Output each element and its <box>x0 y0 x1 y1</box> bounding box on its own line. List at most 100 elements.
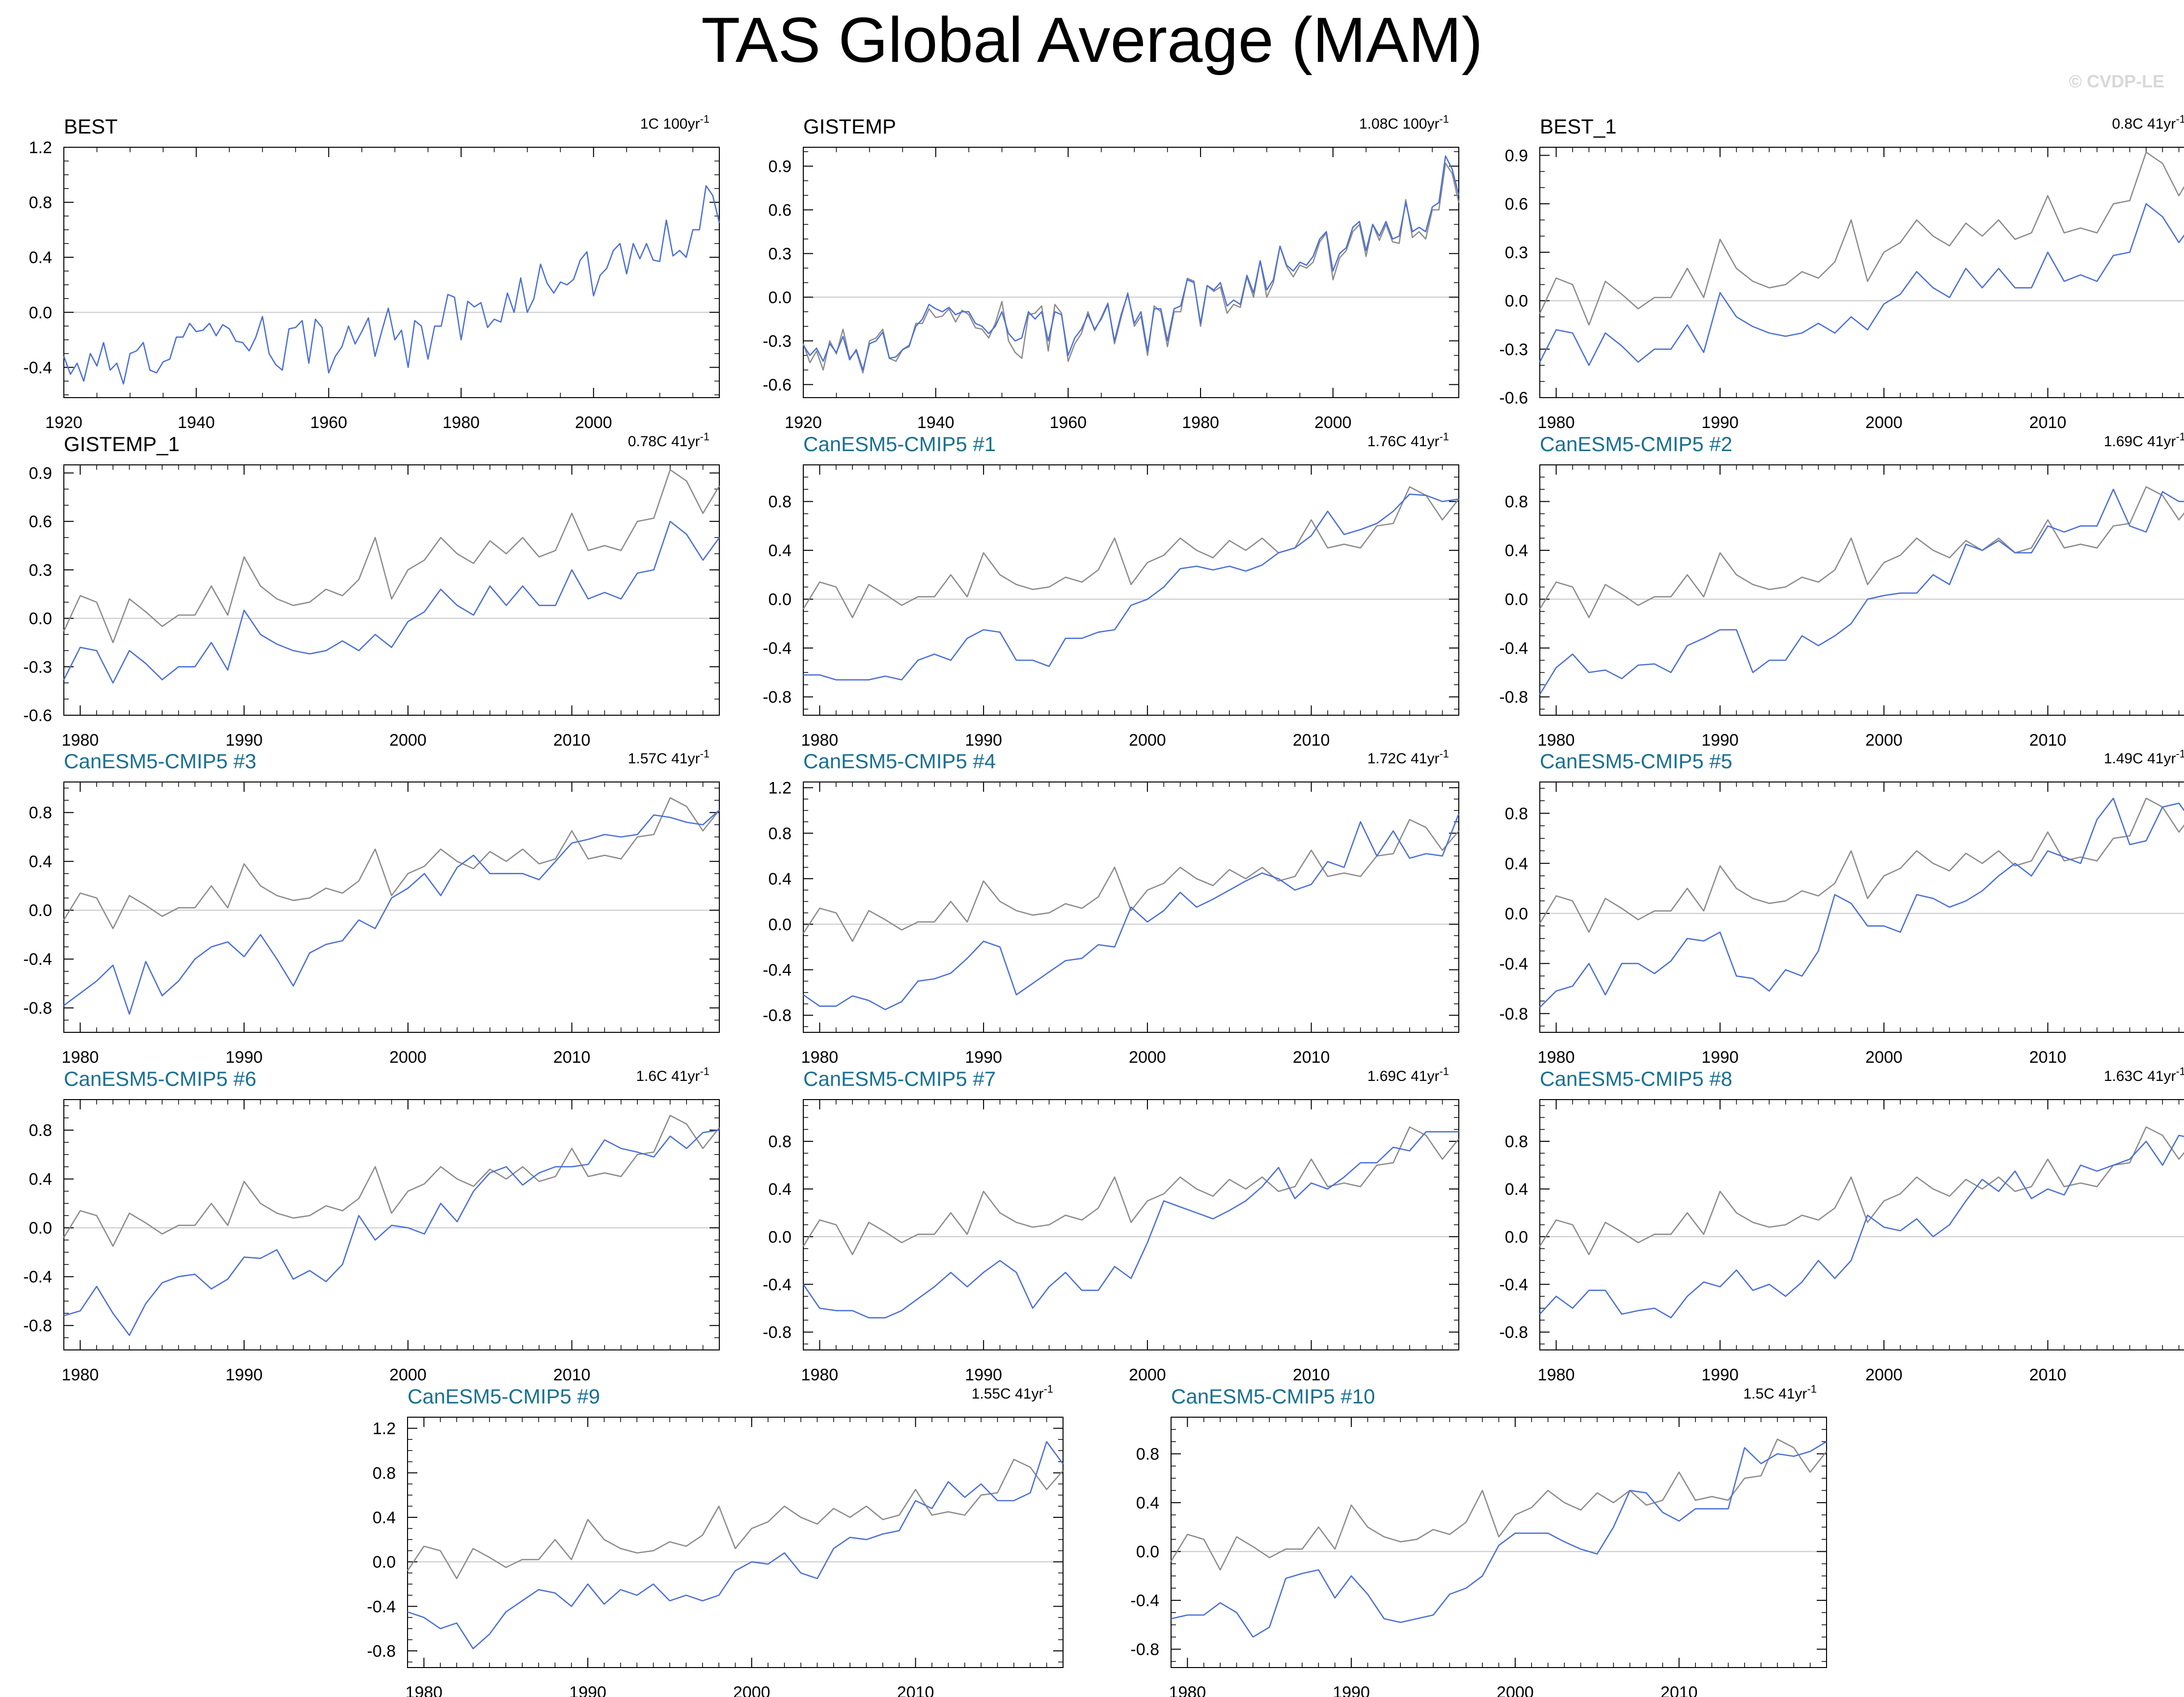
x-tick-label: 1990 <box>965 1366 1002 1384</box>
y-tick-label: -0.4 <box>1499 1275 1528 1294</box>
y-tick-label: 0.8 <box>373 1464 396 1482</box>
y-tick-label: -0.4 <box>1499 955 1528 973</box>
x-tick-label: 1980 <box>801 731 839 750</box>
model-series-line <box>802 1131 1459 1319</box>
x-tick-label: 1980 <box>1182 413 1219 432</box>
x-tick-label: 2000 <box>733 1683 770 1697</box>
trend-label: 1.49C 41yr-1 <box>2104 748 2184 767</box>
observed-series-line <box>802 819 1459 942</box>
model-series-line <box>1539 488 2184 695</box>
y-tick-label: -0.8 <box>763 1006 792 1025</box>
y-tick-label: -0.8 <box>763 688 792 707</box>
x-tick-label: 2010 <box>553 1048 591 1067</box>
panel-7: 1980 1990 2000 2010 -0.8 -0.4 0.0 0.4 0.8 CanESM5… <box>23 748 720 1067</box>
y-tick-label: 0.4 <box>29 1170 52 1189</box>
x-tick-label: 2010 <box>2029 731 2067 750</box>
y-tick-label: 0.9 <box>1505 146 1528 165</box>
y-tick-label: -0.8 <box>1499 688 1528 707</box>
x-tick-label: 1990 <box>1701 731 1739 750</box>
x-tick-label: 1980 <box>801 1366 839 1384</box>
x-tick-label: 1980 <box>62 731 99 750</box>
x-tick-label: 1920 <box>45 413 82 432</box>
y-tick-label: -0.4 <box>23 1268 52 1287</box>
x-tick-label: 1980 <box>1538 731 1575 750</box>
observed-series-line <box>407 1458 1064 1579</box>
y-tick-label: 0.0 <box>29 901 52 920</box>
trend-label: 1.57C 41yr-1 <box>628 748 710 767</box>
y-tick-label: 0.4 <box>768 870 792 889</box>
panel-title: CanESM5-CMIP5 #7 <box>803 1067 996 1090</box>
y-tick-label: -0.8 <box>1499 1005 1528 1024</box>
y-tick-label: 0.6 <box>768 201 792 220</box>
y-tick-label: 0.0 <box>29 1219 52 1238</box>
panel-title: CanESM5-CMIP5 #8 <box>1540 1067 1732 1090</box>
y-tick-label: -0.8 <box>23 1317 52 1335</box>
watermark: © CVDP-LE <box>2069 71 2164 91</box>
y-tick-label: -0.4 <box>763 639 792 658</box>
x-tick-label: 2010 <box>897 1683 934 1697</box>
model-series-line <box>1539 203 2184 366</box>
model-series-line <box>1539 797 2184 1008</box>
y-tick-label: 0.0 <box>1505 292 1528 311</box>
y-tick-label: 0.3 <box>768 244 792 263</box>
y-tick-label: 0.0 <box>29 303 52 322</box>
y-tick-label: -0.3 <box>23 658 52 676</box>
trend-label: 1.72C 41yr-1 <box>1367 748 1449 767</box>
x-tick-label: 2000 <box>389 1048 427 1067</box>
observed-series-line <box>802 486 1460 619</box>
x-tick-label: 1980 <box>1169 1683 1206 1697</box>
x-tick-label: 1990 <box>225 1048 263 1067</box>
panel-6: 1980 1990 2000 2010 -0.8 -0.4 0.0 0.4 0.8 CanESM5… <box>1499 431 2184 750</box>
y-tick-label: 0.0 <box>1505 591 1528 609</box>
plot-frame <box>63 464 720 716</box>
trend-label: 0.78C 41yr-1 <box>628 431 710 450</box>
model-series-line <box>1539 1134 2184 1319</box>
observed-series-line <box>802 1126 1460 1255</box>
trend-label: 1C 100yr-1 <box>640 113 710 132</box>
panel-title: CanESM5-CMIP5 #10 <box>1171 1385 1375 1408</box>
model-series-line <box>1171 1441 1827 1638</box>
y-tick-label: 0.8 <box>768 824 792 843</box>
observed-series-line <box>1539 797 2184 933</box>
y-tick-label: 0.4 <box>373 1508 396 1527</box>
y-tick-label: 0.6 <box>29 512 52 531</box>
y-tick-label: 0.6 <box>1505 195 1528 214</box>
y-tick-label: 0.4 <box>768 541 792 560</box>
x-tick-label: 2000 <box>1129 1048 1166 1067</box>
y-tick-label: 0.9 <box>29 464 52 483</box>
trend-label: 1.5C 41yr-1 <box>1743 1383 1817 1402</box>
x-tick-label: 2000 <box>1865 731 1903 750</box>
x-tick-label: 1980 <box>62 1048 99 1067</box>
y-tick-label: -0.4 <box>1130 1591 1159 1610</box>
x-tick-label: 1990 <box>569 1683 606 1697</box>
y-tick-label: 0.4 <box>1505 1180 1528 1199</box>
y-tick-label: 0.0 <box>768 916 792 934</box>
x-tick-label: 2000 <box>389 731 427 750</box>
trend-label: 1.69C 41yr-1 <box>1367 1065 1449 1084</box>
x-tick-label: 2010 <box>1293 1366 1330 1384</box>
y-tick-label: 0.8 <box>768 493 792 512</box>
y-tick-label: 0.8 <box>29 804 52 822</box>
panel-2: 1920 1940 1960 1980 2000 -0.6 -0.3 0.0 0.3 0.6 0.9… <box>763 113 1460 432</box>
y-tick-label: -0.6 <box>763 376 792 394</box>
panel-13: 1980 1990 2000 2010 -0.8 -0.4 0.0 0.4 0.8 1.2 CanE… <box>367 1383 1064 1697</box>
x-tick-label: 2000 <box>1314 413 1352 432</box>
y-tick-label: -0.8 <box>23 999 52 1018</box>
y-tick-label: 0.8 <box>1505 805 1528 823</box>
y-tick-label: 0.0 <box>768 1228 792 1246</box>
trend-label: 1.76C 41yr-1 <box>1367 431 1449 450</box>
panel-11: 1980 1990 2000 2010 -0.8 -0.4 0.0 0.4 0.8 CanESM5… <box>763 1065 1460 1384</box>
x-tick-label: 2000 <box>1865 1366 1903 1384</box>
y-tick-label: -0.4 <box>1499 639 1528 658</box>
y-tick-label: -0.6 <box>1499 389 1528 407</box>
x-tick-label: 2000 <box>1865 413 1903 432</box>
model-series-line <box>63 185 720 385</box>
x-tick-label: 1980 <box>406 1683 443 1697</box>
x-tick-label: 1990 <box>1701 1366 1739 1384</box>
y-tick-label: -0.8 <box>1130 1641 1159 1659</box>
x-tick-label: 2000 <box>575 413 612 432</box>
model-series-line <box>63 520 720 684</box>
panel-10: 1980 1990 2000 2010 -0.8 -0.4 0.0 0.4 0.8 CanESM5… <box>23 1065 720 1384</box>
y-tick-label: -0.4 <box>763 961 792 980</box>
